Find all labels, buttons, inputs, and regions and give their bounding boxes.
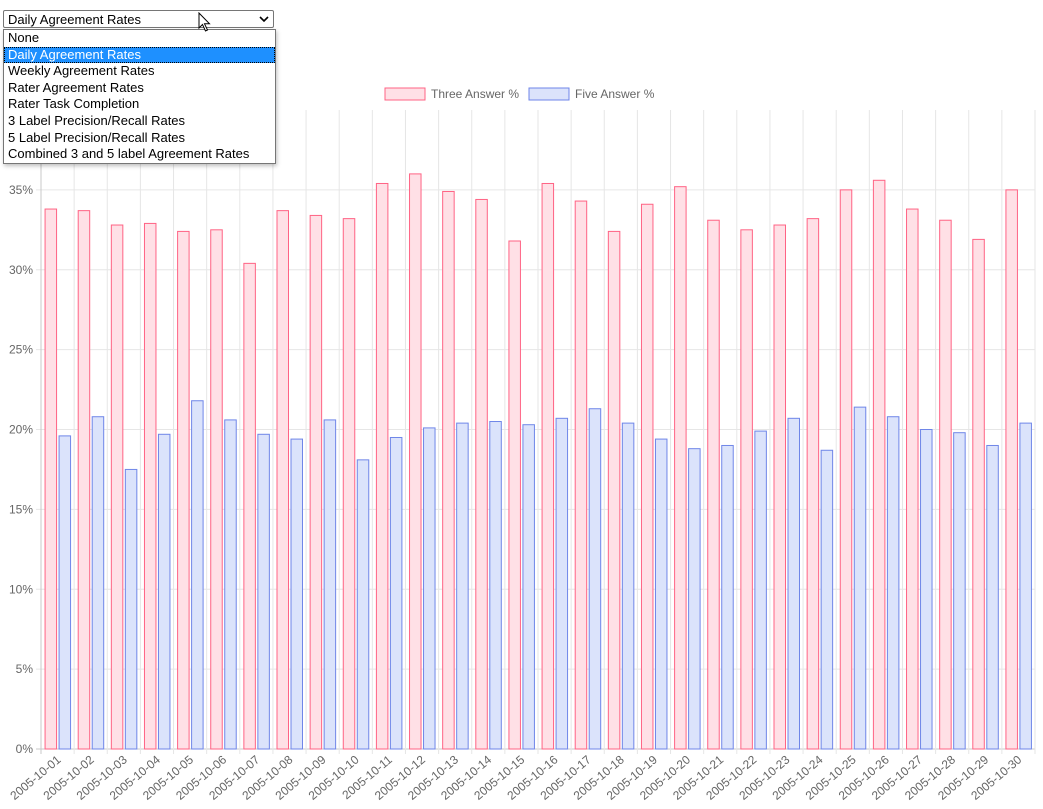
bar-five-answer <box>191 400 204 750</box>
y-tick-label: 0% <box>16 742 34 756</box>
option-rater-agreement-rates[interactable]: Rater Agreement Rates <box>8 79 144 95</box>
bar-five-answer <box>323 419 337 750</box>
bar-five-answer <box>124 468 138 750</box>
y-tick-label: 20% <box>9 423 33 437</box>
bar-three-answer <box>409 173 422 750</box>
bar-five-answer <box>290 438 303 750</box>
bar-three-answer <box>276 210 289 750</box>
bar-five-answer <box>58 435 72 750</box>
bar-five-answer <box>522 424 535 750</box>
option-none[interactable]: None <box>8 30 40 45</box>
option-combined-agreement-rates[interactable]: Combined 3 and 5 label Agreement Rates <box>8 146 250 162</box>
bar-three-answer <box>872 179 886 750</box>
y-tick-label: 30% <box>9 263 33 277</box>
bar-five-answer <box>953 432 966 750</box>
bar-three-answer <box>77 210 91 750</box>
bar-three-answer <box>740 229 753 750</box>
bar-three-answer <box>243 262 256 750</box>
bar-three-answer <box>309 214 323 750</box>
bar-three-answer <box>177 230 190 750</box>
bar-five-answer <box>224 419 237 750</box>
bar-three-answer <box>44 208 58 750</box>
y-tick-label: 15% <box>9 502 33 516</box>
option-weekly-agreement-rates[interactable]: Weekly Agreement Rates <box>8 63 155 79</box>
bar-five-answer <box>356 459 370 750</box>
bar-three-answer <box>442 190 455 750</box>
bar-three-answer <box>773 224 786 750</box>
bar-three-answer <box>674 186 687 750</box>
chart-type-select-value: Daily Agreement Rates <box>8 12 141 27</box>
bar-five-answer <box>91 416 105 750</box>
bar-five-answer <box>588 408 602 750</box>
chart-type-dropdown: None Daily Agreement Rates Weekly Agreem… <box>3 29 276 164</box>
bar-three-answer <box>806 218 820 750</box>
bar-three-answer <box>1005 189 1018 750</box>
bar-three-answer <box>574 200 588 750</box>
option-daily-agreement-rates[interactable]: Daily Agreement Rates <box>4 46 275 64</box>
bar-five-answer <box>920 429 933 750</box>
bar-three-answer <box>508 240 521 750</box>
chart-type-select[interactable]: Daily Agreement Rates <box>3 10 274 28</box>
legend-label: Five Answer % <box>575 87 655 101</box>
bar-five-answer <box>820 449 834 750</box>
bar-three-answer <box>939 219 952 750</box>
chevron-down-icon <box>259 16 269 23</box>
bar-three-answer <box>342 218 356 750</box>
bar-five-answer <box>886 416 900 750</box>
bar-five-answer <box>1019 422 1032 750</box>
bar-five-answer <box>555 417 569 750</box>
bar-three-answer <box>972 238 985 750</box>
bar-three-answer <box>210 229 223 750</box>
bar-five-answer <box>157 433 171 750</box>
bar-five-answer <box>986 444 999 750</box>
bar-five-answer <box>621 422 635 750</box>
y-tick-label: 5% <box>16 662 34 676</box>
bar-five-answer <box>754 430 767 750</box>
legend-swatch <box>384 87 426 101</box>
legend-swatch <box>528 87 570 101</box>
bar-three-answer <box>143 222 157 750</box>
bar-three-answer <box>541 182 555 750</box>
bar-five-answer <box>489 421 502 750</box>
bar-five-answer <box>389 436 403 750</box>
bar-three-answer <box>110 224 124 750</box>
mouse-cursor-icon <box>198 12 211 32</box>
bar-three-answer <box>707 219 720 750</box>
bar-three-answer <box>375 182 389 750</box>
legend-label: Three Answer % <box>431 87 519 101</box>
bar-three-answer <box>906 208 919 750</box>
option-3-label-precision-recall[interactable]: 3 Label Precision/Recall Rates <box>8 112 186 128</box>
bar-five-answer <box>688 448 701 750</box>
bar-three-answer <box>640 203 654 750</box>
bar-three-answer <box>839 189 853 750</box>
bar-three-answer <box>607 230 621 750</box>
bar-five-answer <box>721 444 734 750</box>
y-tick-label: 25% <box>9 343 33 357</box>
y-tick-label: 10% <box>9 582 33 596</box>
bar-five-answer <box>787 417 800 750</box>
bar-five-answer <box>654 438 668 750</box>
bar-five-answer <box>257 433 270 750</box>
option-5-label-precision-recall[interactable]: 5 Label Precision/Recall Rates <box>8 129 186 145</box>
y-tick-label: 35% <box>9 183 33 197</box>
bar-five-answer <box>423 427 436 750</box>
bar-five-answer <box>456 422 469 750</box>
bar-three-answer <box>475 198 488 750</box>
option-rater-task-completion[interactable]: Rater Task Completion <box>8 96 140 112</box>
bar-five-answer <box>853 406 867 750</box>
